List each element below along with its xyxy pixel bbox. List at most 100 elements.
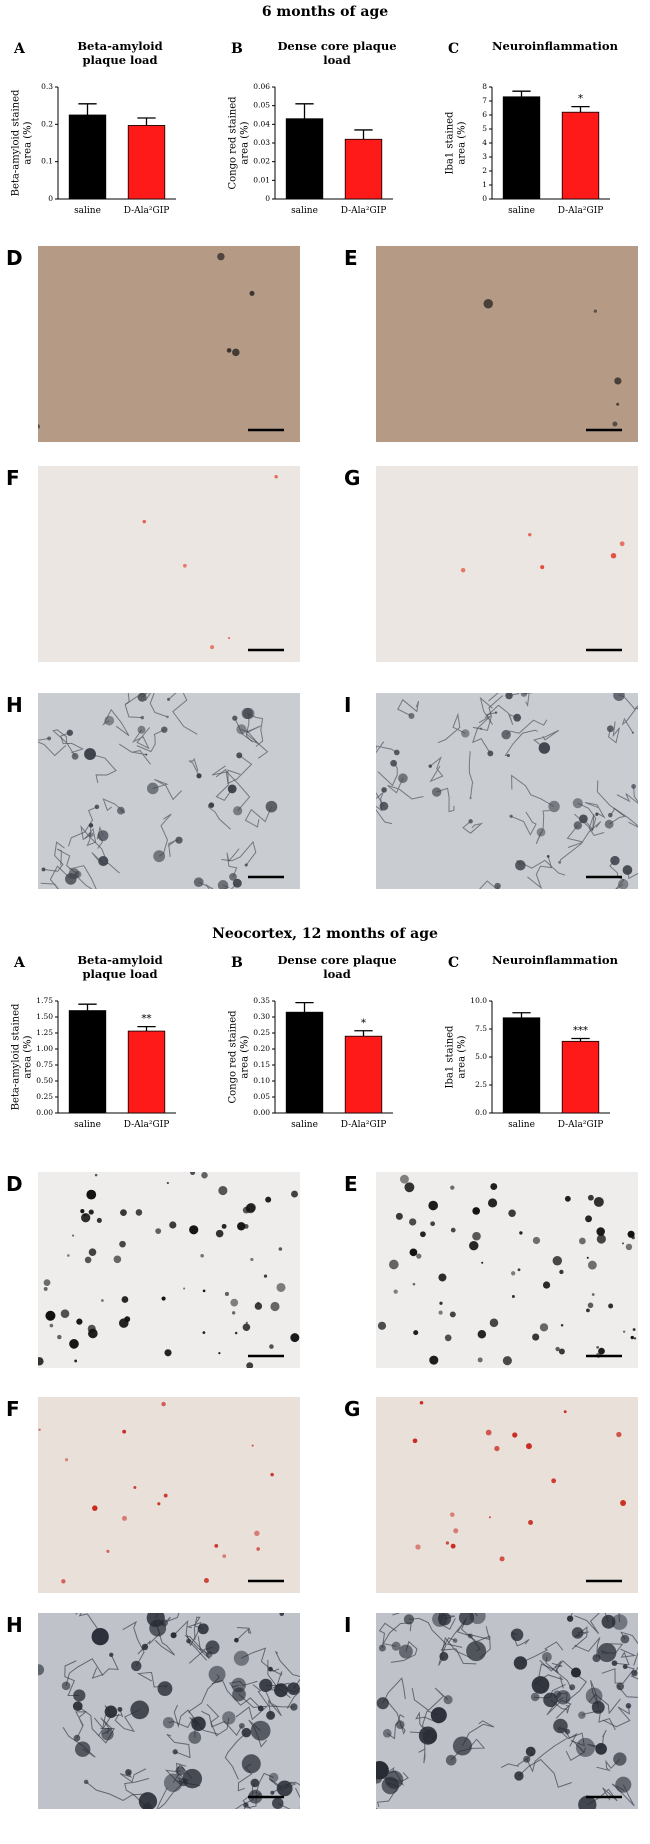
stain-spot — [398, 1644, 413, 1659]
stain-spot — [415, 1544, 421, 1550]
stain-spot — [485, 1429, 492, 1436]
micrograph-image — [412, 1401, 627, 1583]
stain-spot — [142, 1802, 152, 1809]
stain-spot — [241, 1727, 252, 1738]
micrograph-image — [38, 1401, 284, 1584]
stain-spot — [122, 1429, 127, 1434]
stain-spot — [169, 1221, 177, 1229]
cell-process — [601, 1666, 635, 1684]
stain-spot — [376, 1697, 389, 1710]
stain-spot — [153, 850, 166, 863]
cell-process — [173, 1619, 207, 1661]
y-tick-label: 2 — [482, 166, 487, 175]
stain-spot — [469, 1241, 479, 1251]
stain-spot — [391, 1641, 401, 1651]
stain-spot — [413, 1330, 419, 1336]
cell-process — [587, 1787, 618, 1806]
cell-process — [437, 712, 466, 744]
stain-spot — [175, 1766, 185, 1776]
cell-process — [511, 774, 555, 807]
stain-spot — [109, 1652, 114, 1657]
stain-spot — [489, 1318, 499, 1328]
stain-spot — [65, 873, 77, 885]
cell-process — [616, 786, 638, 804]
stain-spot — [43, 1279, 51, 1286]
stain-spot — [388, 1259, 399, 1270]
stain-spot — [458, 1613, 475, 1626]
chart-title: Neuroinflammation — [492, 953, 618, 967]
stain-spot — [519, 1231, 523, 1235]
cell-process — [67, 806, 98, 847]
stain-spot — [543, 1692, 558, 1708]
cell-process — [582, 814, 605, 837]
y-tick-label: 5.0 — [475, 1052, 487, 1061]
stain-spot — [428, 764, 432, 768]
cell-process — [193, 1616, 204, 1640]
cell-process — [244, 806, 272, 828]
y-axis-label: area (%) — [457, 1035, 468, 1078]
cell-process — [446, 1619, 471, 1648]
micrograph-image — [142, 475, 284, 652]
stain-spot — [539, 1323, 549, 1332]
y-axis-label: Beta-amyloid stained — [11, 1003, 22, 1110]
cell-process — [518, 1758, 572, 1788]
cell-process — [472, 695, 503, 731]
cell-process — [390, 1640, 418, 1663]
micrograph — [376, 1172, 638, 1368]
panel-letter: G — [344, 466, 361, 490]
bar — [344, 138, 383, 200]
stain-spot — [578, 1237, 586, 1245]
stain-spot — [575, 1737, 595, 1758]
stain-spot — [453, 1528, 459, 1534]
stain-spot — [560, 1324, 564, 1327]
stain-spot — [515, 860, 526, 871]
cell-process — [91, 1654, 119, 1679]
stain-spot — [528, 1520, 534, 1525]
cell-process — [168, 693, 198, 735]
stain-spot — [64, 1458, 69, 1462]
cell-process — [479, 696, 497, 725]
y-tick-label: 0.2 — [41, 119, 53, 128]
stain-spot — [517, 1268, 521, 1272]
y-tick-label: 1.50 — [36, 1012, 53, 1021]
panel-letter: A — [14, 41, 25, 57]
stain-spot — [439, 1301, 443, 1305]
y-tick-label: 0.05 — [253, 1092, 270, 1101]
stain-spot — [586, 1256, 589, 1259]
stain-spot — [69, 1339, 79, 1349]
stain-spot — [263, 1274, 268, 1278]
stain-spot — [613, 693, 625, 701]
x-tick-label: saline — [508, 206, 535, 216]
panel-letter: D — [6, 1172, 23, 1196]
cell-process — [40, 865, 72, 889]
stain-spot — [598, 1347, 605, 1355]
stain-spot — [243, 707, 255, 720]
stain-spot — [578, 1795, 597, 1809]
stain-spot — [202, 1331, 206, 1334]
cell-process — [436, 787, 455, 813]
cell-process — [164, 1613, 180, 1624]
y-tick-label: 4 — [482, 138, 487, 147]
stain-spot — [449, 1512, 455, 1517]
stain-spot — [84, 1256, 92, 1264]
x-tick-label: D-Ala²GIP — [341, 206, 387, 216]
stain-spot — [487, 750, 494, 757]
cell-process — [462, 820, 484, 834]
cell-process — [387, 778, 424, 800]
stain-spot — [538, 742, 551, 754]
stain-spot — [227, 784, 237, 794]
stain-spot — [412, 1438, 418, 1444]
y-axis-label: area (%) — [23, 1035, 34, 1078]
cell-process — [611, 1783, 635, 1807]
stain-spot — [488, 1516, 491, 1519]
stain-spot — [558, 860, 562, 864]
stain-spot — [569, 1684, 576, 1691]
cell-process — [118, 743, 151, 765]
stain-spot — [74, 870, 82, 878]
stain-spot — [217, 252, 225, 261]
bar — [285, 118, 324, 200]
cell-process — [77, 1705, 116, 1744]
micrograph-image — [483, 299, 622, 432]
stain-spot — [38, 1428, 41, 1431]
stain-spot — [564, 1195, 571, 1202]
